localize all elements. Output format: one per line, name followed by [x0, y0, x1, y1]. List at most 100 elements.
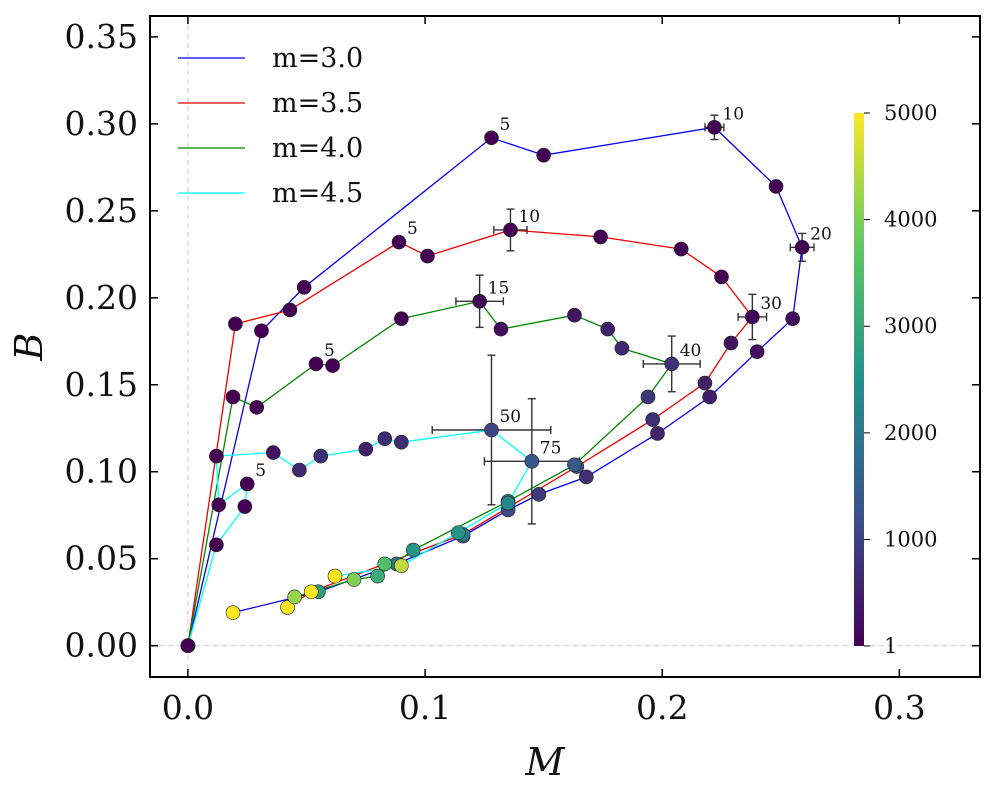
annotations: 5 10 20 5 10 30 5 15 40 5 50 75 [255, 104, 832, 481]
data-point-m=4.5-13 [524, 454, 540, 469]
plot-frame [149, 15, 981, 678]
data-point-m=3.0-12 [579, 469, 594, 485]
data-point-m=4.5-10 [377, 431, 393, 446]
data-point-m=3.0-13 [531, 487, 547, 502]
data-point-m=4.0-9 [600, 321, 615, 337]
data-point-m=3.0-9 [749, 344, 765, 360]
data-point-m=4.0-11 [664, 356, 680, 372]
data-point-m=3.0-2 [296, 280, 312, 295]
data-point-m=4.5-7 [292, 462, 307, 478]
data-point-m=4.0-8 [567, 307, 582, 323]
data-point-m=3.5-11 [697, 375, 713, 391]
data-point-m=3.0-8 [785, 311, 800, 326]
point-annotation: 75 [540, 438, 562, 458]
data-point-m=4.0-6 [472, 293, 487, 309]
point-annotation: 10 [518, 207, 540, 227]
data-point-m=3.5-1 [228, 316, 243, 332]
data-point-m=4.5-16 [394, 558, 409, 573]
colorbar-tick-label: 5000 [884, 101, 937, 125]
point-annotation: 5 [407, 219, 418, 239]
y-tick-label: 0.35 [65, 17, 138, 56]
y-tick-label: 0.30 [65, 104, 138, 143]
point-annotation: 15 [488, 278, 510, 298]
data-point-m=3.5-15 [377, 556, 393, 572]
data-point-m=4.5-17 [327, 568, 343, 584]
y-tick-label: 0.00 [65, 626, 138, 665]
data-point-m=4.0-1 [225, 389, 241, 405]
data-point-m=3.5-17 [280, 600, 295, 615]
data-point-m=4.0-16 [370, 568, 385, 584]
y-tick-label: 0.20 [65, 278, 138, 317]
x-axis-label: M [525, 740, 566, 784]
colorbar-tick-label: 2000 [884, 421, 937, 445]
data-point-m=4.0-15 [405, 542, 421, 558]
data-point-m=4.0-12 [640, 389, 656, 405]
data-point-m=4.5-4 [211, 497, 227, 513]
point-annotation: 50 [499, 407, 521, 427]
legend-entry-m=4.0: m=4.0 [272, 133, 363, 164]
x-tick-label: 0.2 [636, 688, 688, 727]
data-point-m=3.0-4 [536, 147, 551, 163]
data-point-m=4.0-7 [493, 321, 509, 337]
x-tick-label: 0.3 [873, 688, 925, 727]
x-tick-label: 0.1 [399, 688, 451, 727]
point-annotation: 20 [810, 224, 832, 244]
y-axis-label: B [7, 333, 51, 362]
data-point-m=3.5-12 [645, 412, 661, 427]
data-point-m=4.5-0 [180, 638, 196, 653]
data-point-m=4.0-3 [308, 356, 324, 372]
data-point-m=3.0-11 [650, 426, 665, 441]
data-point-m=4.0-17 [346, 572, 362, 587]
colorbar-tick-label: 3000 [884, 314, 937, 338]
data-point-m=3.5-16 [303, 584, 319, 600]
data-point-m=4.0-5 [394, 311, 409, 326]
colorbar: 1 1000 2000 3000 4000 5000 [854, 101, 937, 658]
plot-background [150, 16, 980, 677]
data-point-m=4.5-3 [239, 476, 255, 492]
colorbar-gradient [854, 113, 864, 646]
data-point-m=3.5-10 [723, 335, 739, 351]
y-tick-label: 0.05 [65, 539, 138, 578]
data-point-m=3.0-7 [794, 240, 810, 255]
data-point-m=4.5-11 [394, 434, 409, 450]
data-point-m=4.0-18 [287, 589, 302, 605]
colorbar-tick-label: 1 [884, 634, 897, 658]
data-point-m=3.5-6 [593, 229, 608, 245]
data-point-m=4.5-1 [209, 537, 224, 553]
data-points [180, 120, 810, 653]
data-point-m=4.5-12 [484, 422, 499, 438]
data-point-m=4.5-6 [266, 445, 281, 460]
point-annotation: 5 [255, 461, 266, 481]
legend-entry-m=3.0: m=3.0 [272, 43, 363, 74]
y-tick-label: 0.25 [65, 191, 138, 230]
x-tick-label: 0.0 [162, 688, 214, 727]
data-point-m=4.0-2 [249, 400, 265, 415]
data-point-m=3.5-3 [391, 234, 407, 250]
data-point-m=3.0-6 [768, 179, 784, 194]
y-tick-label: 0.15 [65, 365, 138, 404]
data-point-m=3.0-1 [254, 323, 269, 339]
data-point-m=4.0-4 [325, 358, 340, 373]
data-point-m=4.0-10 [614, 340, 630, 356]
data-point-m=3.0-10 [702, 389, 717, 405]
data-point-m=3.5-8 [714, 269, 729, 285]
data-point-m=3.5-7 [673, 241, 689, 257]
data-point-m=4.5-14 [500, 495, 516, 511]
data-point-m=3.0-18 [225, 605, 241, 620]
point-annotation: 5 [499, 115, 510, 135]
reference-lines [150, 16, 980, 677]
data-point-m=3.5-2 [282, 302, 298, 318]
point-annotation: 30 [760, 294, 782, 314]
legend: m=3.0 m=3.5 m=4.0 m=4.5 [178, 43, 363, 209]
data-point-m=4.0-13 [567, 457, 582, 473]
data-point-m=4.5-9 [358, 441, 374, 457]
data-point-m=4.5-8 [313, 448, 329, 464]
data-point-m=4.5-15 [450, 525, 466, 540]
data-point-m=3.0-3 [484, 130, 499, 146]
data-point-m=3.5-9 [745, 309, 760, 325]
series-line-m=3.5 [187, 229, 754, 646]
y-tick-label: 0.10 [65, 452, 138, 491]
point-annotation: 40 [680, 341, 702, 361]
legend-entry-m=4.5: m=4.5 [272, 178, 363, 209]
